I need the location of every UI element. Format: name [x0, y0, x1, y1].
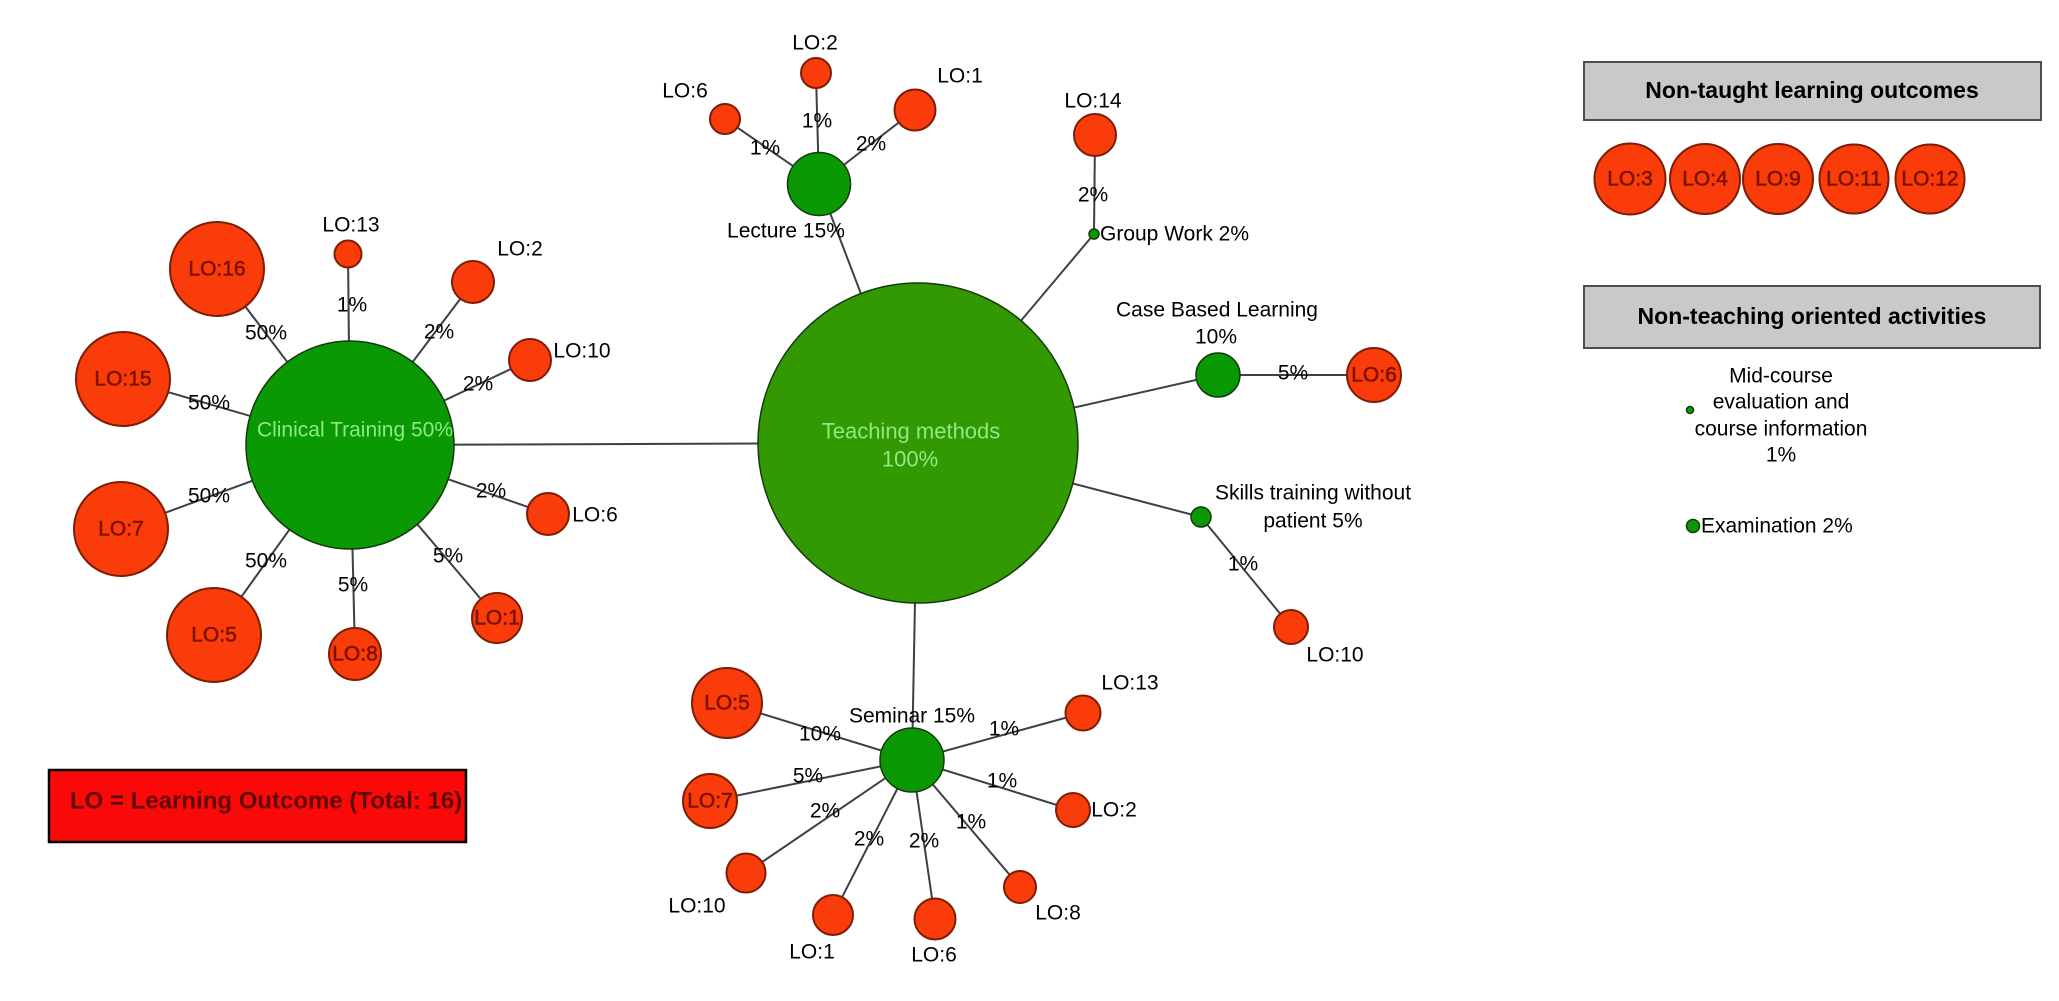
- svg-text:LO:6: LO:6: [662, 80, 708, 103]
- svg-text:1%: 1%: [956, 811, 986, 834]
- svg-text:LO:15: LO:15: [94, 368, 151, 391]
- svg-text:10%: 10%: [799, 723, 841, 746]
- svg-text:50%: 50%: [245, 550, 287, 573]
- svg-text:LO:7: LO:7: [687, 790, 733, 813]
- svg-text:Mid-course: Mid-course: [1729, 365, 1833, 388]
- svg-text:LO:2: LO:2: [1091, 799, 1137, 822]
- svg-text:LO:10: LO:10: [668, 895, 725, 918]
- svg-text:LO:5: LO:5: [704, 692, 750, 715]
- svg-text:2%: 2%: [424, 321, 454, 344]
- svg-text:1%: 1%: [1228, 553, 1258, 576]
- svg-text:LO:12: LO:12: [1901, 168, 1958, 191]
- svg-text:2%: 2%: [856, 133, 886, 156]
- svg-text:2%: 2%: [1078, 184, 1108, 207]
- svg-text:LO:1: LO:1: [474, 607, 520, 630]
- svg-text:course information: course information: [1695, 418, 1868, 441]
- svg-text:Clinical Training 50%: Clinical Training 50%: [257, 419, 453, 442]
- svg-text:5%: 5%: [1278, 362, 1308, 385]
- svg-text:50%: 50%: [245, 322, 287, 345]
- svg-text:LO = Learning Outcome (Total:: LO = Learning Outcome (Total: 16): [70, 788, 462, 815]
- svg-text:50%: 50%: [188, 485, 230, 508]
- svg-text:2%: 2%: [476, 480, 506, 503]
- svg-text:LO:13: LO:13: [1101, 672, 1158, 695]
- svg-text:LO:2: LO:2: [497, 238, 543, 261]
- svg-text:LO:10: LO:10: [1306, 644, 1363, 667]
- svg-text:LO:6: LO:6: [911, 944, 957, 967]
- svg-text:evaluation and: evaluation and: [1713, 391, 1850, 414]
- svg-text:LO:1: LO:1: [937, 65, 983, 88]
- svg-text:1%: 1%: [987, 770, 1017, 793]
- svg-text:2%: 2%: [463, 373, 493, 396]
- svg-text:LO:10: LO:10: [553, 340, 610, 363]
- svg-text:1%: 1%: [337, 294, 367, 317]
- svg-text:2%: 2%: [810, 800, 840, 823]
- svg-text:Case Based Learning: Case Based Learning: [1116, 299, 1318, 322]
- svg-text:LO:9: LO:9: [1755, 168, 1801, 191]
- svg-text:Seminar 15%: Seminar 15%: [849, 705, 975, 728]
- svg-text:5%: 5%: [793, 765, 823, 788]
- svg-text:100%: 100%: [882, 447, 938, 472]
- svg-text:5%: 5%: [338, 574, 368, 597]
- svg-text:Non-teaching oriented activiti: Non-teaching oriented activities: [1638, 303, 1987, 329]
- svg-text:LO:16: LO:16: [188, 258, 245, 281]
- svg-text:Examination 2%: Examination 2%: [1701, 515, 1853, 538]
- svg-text:2%: 2%: [909, 830, 939, 853]
- svg-text:LO:8: LO:8: [332, 643, 378, 666]
- svg-text:patient 5%: patient 5%: [1263, 510, 1362, 533]
- svg-text:LO:8: LO:8: [1035, 902, 1081, 925]
- svg-text:LO:11: LO:11: [1826, 168, 1882, 191]
- svg-text:LO:2: LO:2: [792, 32, 838, 55]
- svg-text:LO:1: LO:1: [789, 941, 835, 964]
- svg-text:LO:5: LO:5: [191, 624, 237, 647]
- svg-text:5%: 5%: [433, 545, 463, 568]
- svg-text:LO:14: LO:14: [1064, 90, 1122, 113]
- svg-text:Skills training without: Skills training without: [1215, 482, 1411, 505]
- svg-text:1%: 1%: [1766, 444, 1796, 467]
- svg-text:2%: 2%: [854, 828, 884, 851]
- svg-text:50%: 50%: [188, 392, 230, 415]
- svg-text:LO:3: LO:3: [1607, 168, 1653, 191]
- svg-text:1%: 1%: [989, 718, 1019, 741]
- svg-text:LO:6: LO:6: [572, 504, 618, 527]
- svg-text:Non-taught learning outcomes: Non-taught learning outcomes: [1645, 77, 1979, 103]
- svg-text:Group Work 2%: Group Work 2%: [1100, 223, 1249, 246]
- svg-text:Lecture 15%: Lecture 15%: [727, 220, 845, 243]
- svg-text:1%: 1%: [750, 137, 780, 160]
- svg-text:LO:13: LO:13: [322, 214, 379, 237]
- svg-text:1%: 1%: [802, 110, 832, 133]
- svg-text:LO:4: LO:4: [1682, 168, 1728, 191]
- svg-text:Teaching methods: Teaching methods: [822, 419, 1001, 444]
- svg-text:LO:6: LO:6: [1351, 364, 1397, 387]
- svg-text:10%: 10%: [1195, 326, 1237, 349]
- svg-text:LO:7: LO:7: [98, 518, 144, 541]
